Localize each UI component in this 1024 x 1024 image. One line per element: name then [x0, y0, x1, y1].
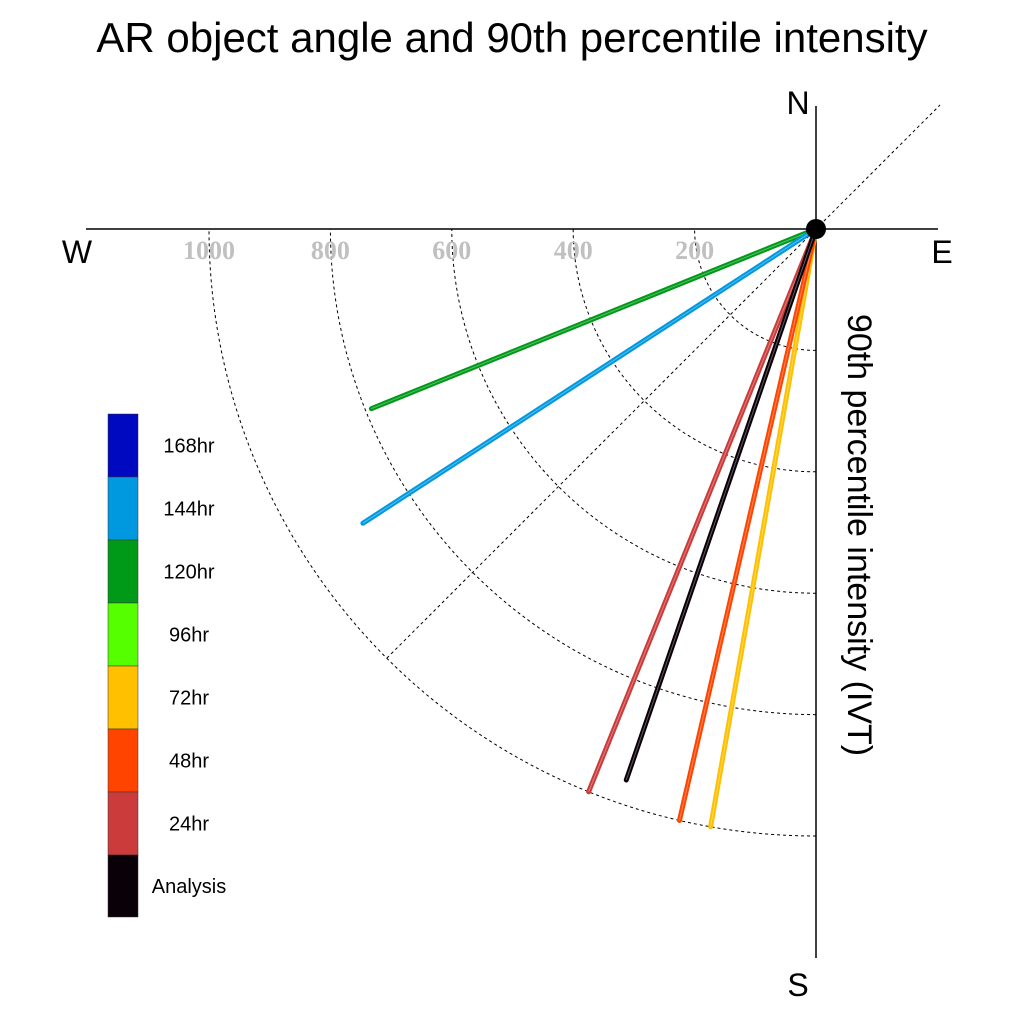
legend-swatch-144hr — [107, 476, 139, 541]
legend-label-168hr: 168hr — [163, 436, 214, 458]
grid-arc-800 — [329, 228, 817, 716]
legend-label-analysis: Analysis — [152, 876, 226, 898]
vector-line-120hr — [368, 226, 819, 412]
legend-swatch-72hr — [107, 665, 139, 730]
compass-label-north: N — [786, 85, 809, 121]
legend-label-144hr: 144hr — [163, 499, 214, 521]
vector-highlight-120hr — [371, 228, 817, 410]
axes-layer — [86, 106, 938, 958]
legend-swatch-168hr — [107, 413, 139, 478]
vector-120hr — [368, 226, 819, 412]
vector-highlight-24hr — [588, 228, 817, 792]
legend-label-72hr: 72hr — [169, 688, 209, 710]
legend-swatch-120hr — [107, 539, 139, 604]
vectors-layer — [360, 219, 826, 830]
legend-swatch-96hr — [107, 602, 139, 667]
vector-highlight-48hr — [678, 228, 817, 821]
vector-line-analysis — [623, 226, 819, 783]
vector-highlight-analysis — [625, 228, 817, 781]
vector-line-144hr — [360, 226, 819, 526]
legend-label-24hr: 24hr — [169, 814, 209, 836]
grid-diagonal — [386, 104, 941, 659]
tick-label-400: 400 — [554, 236, 593, 265]
vector-line-24hr — [586, 226, 819, 795]
legend-label-120hr: 120hr — [163, 562, 214, 584]
legend-swatch-24hr — [107, 791, 139, 856]
compass-label-west: W — [62, 234, 93, 270]
tick-label-600: 600 — [432, 236, 471, 265]
tick-label-200: 200 — [675, 236, 714, 265]
legend-swatch-analysis — [107, 854, 139, 918]
legend: 168hr 144hr 120hr 96hr 72hr 48hr 24hr Analysis — [107, 413, 226, 918]
vector-highlight-72hr — [710, 228, 817, 827]
grid-layer — [208, 104, 941, 837]
vector-line-72hr — [708, 226, 819, 830]
legend-swatch-48hr — [107, 728, 139, 793]
vector-highlight-144hr — [362, 228, 817, 524]
vector-48hr — [676, 226, 819, 823]
grid-arc-1000 — [208, 228, 817, 837]
tick-label-800: 800 — [311, 236, 350, 265]
radial-axis-label: 90th percentile intensity (IVT) — [840, 314, 878, 756]
compass-label-east: E — [931, 234, 952, 270]
vector-line-48hr — [676, 226, 819, 823]
vector-72hr — [708, 226, 819, 830]
labels-layer: N S E W 200 400 600 800 1000 90th percentile inte… — [62, 85, 953, 1003]
legend-label-48hr: 48hr — [169, 751, 209, 773]
origin-dot — [806, 219, 826, 239]
legend-label-96hr: 96hr — [169, 625, 209, 647]
vector-24hr — [586, 226, 819, 795]
chart-title: AR object angle and 90th percentile inte… — [96, 14, 928, 61]
vector-analysis — [623, 226, 819, 783]
compass-label-south: S — [787, 967, 808, 1003]
vector-144hr — [360, 226, 819, 526]
tick-label-1000: 1000 — [183, 236, 235, 265]
